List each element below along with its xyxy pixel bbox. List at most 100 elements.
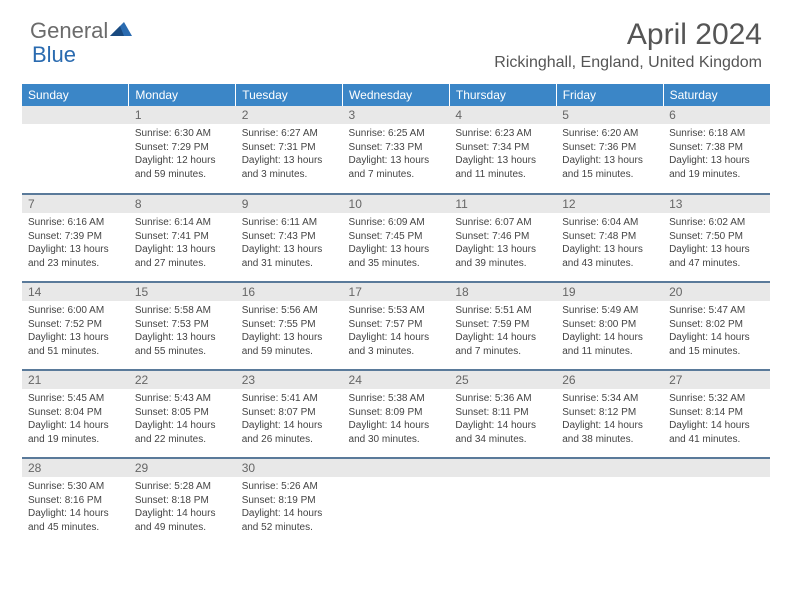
calendar-day-cell: 26Sunrise: 5:34 AMSunset: 8:12 PMDayligh… bbox=[556, 370, 663, 458]
daylight-line: Daylight: 12 hours and 59 minutes. bbox=[135, 154, 230, 181]
calendar-day-cell: 16Sunrise: 5:56 AMSunset: 7:55 PMDayligh… bbox=[236, 282, 343, 370]
day-body: Sunrise: 6:23 AMSunset: 7:34 PMDaylight:… bbox=[449, 124, 556, 184]
sunset-line: Sunset: 8:05 PM bbox=[135, 406, 230, 420]
sunrise-line: Sunrise: 5:47 AM bbox=[669, 304, 764, 318]
sunset-line: Sunset: 7:31 PM bbox=[242, 141, 337, 155]
day-number: 15 bbox=[129, 283, 236, 301]
day-number: 2 bbox=[236, 106, 343, 124]
calendar-day-cell: 2Sunrise: 6:27 AMSunset: 7:31 PMDaylight… bbox=[236, 106, 343, 194]
day-number: 8 bbox=[129, 195, 236, 213]
sunset-line: Sunset: 7:50 PM bbox=[669, 230, 764, 244]
day-number-empty bbox=[449, 459, 556, 477]
calendar-day-cell: 3Sunrise: 6:25 AMSunset: 7:33 PMDaylight… bbox=[343, 106, 450, 194]
calendar-week-row: 28Sunrise: 5:30 AMSunset: 8:16 PMDayligh… bbox=[22, 458, 770, 546]
day-body: Sunrise: 5:58 AMSunset: 7:53 PMDaylight:… bbox=[129, 301, 236, 361]
daylight-line: Daylight: 14 hours and 34 minutes. bbox=[455, 419, 550, 446]
daylight-line: Daylight: 14 hours and 3 minutes. bbox=[349, 331, 444, 358]
calendar-header-row: SundayMondayTuesdayWednesdayThursdayFrid… bbox=[22, 84, 770, 106]
calendar-day-cell: 29Sunrise: 5:28 AMSunset: 8:18 PMDayligh… bbox=[129, 458, 236, 546]
day-number: 19 bbox=[556, 283, 663, 301]
calendar-day-cell: 8Sunrise: 6:14 AMSunset: 7:41 PMDaylight… bbox=[129, 194, 236, 282]
sunrise-line: Sunrise: 5:43 AM bbox=[135, 392, 230, 406]
daylight-line: Daylight: 13 hours and 19 minutes. bbox=[669, 154, 764, 181]
logo-text-blue: Blue bbox=[32, 42, 76, 68]
sunset-line: Sunset: 7:46 PM bbox=[455, 230, 550, 244]
daylight-line: Daylight: 14 hours and 45 minutes. bbox=[28, 507, 123, 534]
logo: General bbox=[30, 18, 134, 44]
day-number: 23 bbox=[236, 371, 343, 389]
day-number: 25 bbox=[449, 371, 556, 389]
day-body-empty bbox=[22, 124, 129, 184]
sunset-line: Sunset: 7:45 PM bbox=[349, 230, 444, 244]
daylight-line: Daylight: 14 hours and 15 minutes. bbox=[669, 331, 764, 358]
daylight-line: Daylight: 13 hours and 59 minutes. bbox=[242, 331, 337, 358]
sunrise-line: Sunrise: 5:53 AM bbox=[349, 304, 444, 318]
calendar-day-cell: 9Sunrise: 6:11 AMSunset: 7:43 PMDaylight… bbox=[236, 194, 343, 282]
calendar-day-cell: 19Sunrise: 5:49 AMSunset: 8:00 PMDayligh… bbox=[556, 282, 663, 370]
day-body: Sunrise: 6:14 AMSunset: 7:41 PMDaylight:… bbox=[129, 213, 236, 273]
calendar-body: 1Sunrise: 6:30 AMSunset: 7:29 PMDaylight… bbox=[22, 106, 770, 546]
daylight-line: Daylight: 13 hours and 15 minutes. bbox=[562, 154, 657, 181]
calendar-day-cell bbox=[449, 458, 556, 546]
day-body: Sunrise: 5:56 AMSunset: 7:55 PMDaylight:… bbox=[236, 301, 343, 361]
calendar-day-cell: 22Sunrise: 5:43 AMSunset: 8:05 PMDayligh… bbox=[129, 370, 236, 458]
sunset-line: Sunset: 7:38 PM bbox=[669, 141, 764, 155]
day-body: Sunrise: 6:18 AMSunset: 7:38 PMDaylight:… bbox=[663, 124, 770, 184]
day-number: 1 bbox=[129, 106, 236, 124]
day-body: Sunrise: 5:41 AMSunset: 8:07 PMDaylight:… bbox=[236, 389, 343, 449]
sunrise-line: Sunrise: 6:00 AM bbox=[28, 304, 123, 318]
day-number: 9 bbox=[236, 195, 343, 213]
weekday-header: Sunday bbox=[22, 84, 129, 106]
logo-text-general: General bbox=[30, 18, 108, 44]
daylight-line: Daylight: 14 hours and 49 minutes. bbox=[135, 507, 230, 534]
day-body: Sunrise: 6:02 AMSunset: 7:50 PMDaylight:… bbox=[663, 213, 770, 273]
daylight-line: Daylight: 14 hours and 7 minutes. bbox=[455, 331, 550, 358]
calendar-day-cell: 30Sunrise: 5:26 AMSunset: 8:19 PMDayligh… bbox=[236, 458, 343, 546]
daylight-line: Daylight: 13 hours and 27 minutes. bbox=[135, 243, 230, 270]
triangle-icon bbox=[110, 20, 132, 43]
sunset-line: Sunset: 7:55 PM bbox=[242, 318, 337, 332]
sunset-line: Sunset: 7:41 PM bbox=[135, 230, 230, 244]
calendar-day-cell: 11Sunrise: 6:07 AMSunset: 7:46 PMDayligh… bbox=[449, 194, 556, 282]
weekday-header: Monday bbox=[129, 84, 236, 106]
calendar-day-cell: 7Sunrise: 6:16 AMSunset: 7:39 PMDaylight… bbox=[22, 194, 129, 282]
day-number-empty bbox=[663, 459, 770, 477]
sunrise-line: Sunrise: 5:38 AM bbox=[349, 392, 444, 406]
sunrise-line: Sunrise: 5:56 AM bbox=[242, 304, 337, 318]
day-number: 20 bbox=[663, 283, 770, 301]
day-number: 21 bbox=[22, 371, 129, 389]
calendar-day-cell: 12Sunrise: 6:04 AMSunset: 7:48 PMDayligh… bbox=[556, 194, 663, 282]
day-body: Sunrise: 5:32 AMSunset: 8:14 PMDaylight:… bbox=[663, 389, 770, 449]
day-body: Sunrise: 6:20 AMSunset: 7:36 PMDaylight:… bbox=[556, 124, 663, 184]
day-body: Sunrise: 5:47 AMSunset: 8:02 PMDaylight:… bbox=[663, 301, 770, 361]
sunset-line: Sunset: 8:18 PM bbox=[135, 494, 230, 508]
daylight-line: Daylight: 13 hours and 3 minutes. bbox=[242, 154, 337, 181]
calendar-day-cell: 6Sunrise: 6:18 AMSunset: 7:38 PMDaylight… bbox=[663, 106, 770, 194]
day-body-empty bbox=[663, 477, 770, 537]
calendar-day-cell bbox=[22, 106, 129, 194]
sunrise-line: Sunrise: 6:25 AM bbox=[349, 127, 444, 141]
title-block: April 2024 Rickinghall, England, United … bbox=[494, 18, 762, 72]
day-number: 12 bbox=[556, 195, 663, 213]
sunrise-line: Sunrise: 5:58 AM bbox=[135, 304, 230, 318]
calendar-day-cell: 5Sunrise: 6:20 AMSunset: 7:36 PMDaylight… bbox=[556, 106, 663, 194]
calendar-week-row: 1Sunrise: 6:30 AMSunset: 7:29 PMDaylight… bbox=[22, 106, 770, 194]
sunset-line: Sunset: 7:48 PM bbox=[562, 230, 657, 244]
sunrise-line: Sunrise: 5:41 AM bbox=[242, 392, 337, 406]
calendar-week-row: 21Sunrise: 5:45 AMSunset: 8:04 PMDayligh… bbox=[22, 370, 770, 458]
day-number: 22 bbox=[129, 371, 236, 389]
day-body-empty bbox=[449, 477, 556, 537]
sunset-line: Sunset: 7:34 PM bbox=[455, 141, 550, 155]
day-number: 17 bbox=[343, 283, 450, 301]
sunset-line: Sunset: 7:33 PM bbox=[349, 141, 444, 155]
month-title: April 2024 bbox=[494, 18, 762, 52]
day-body: Sunrise: 6:16 AMSunset: 7:39 PMDaylight:… bbox=[22, 213, 129, 273]
daylight-line: Daylight: 13 hours and 55 minutes. bbox=[135, 331, 230, 358]
sunset-line: Sunset: 7:43 PM bbox=[242, 230, 337, 244]
day-body: Sunrise: 5:38 AMSunset: 8:09 PMDaylight:… bbox=[343, 389, 450, 449]
day-number: 10 bbox=[343, 195, 450, 213]
sunset-line: Sunset: 7:52 PM bbox=[28, 318, 123, 332]
daylight-line: Daylight: 14 hours and 30 minutes. bbox=[349, 419, 444, 446]
daylight-line: Daylight: 14 hours and 19 minutes. bbox=[28, 419, 123, 446]
day-number: 18 bbox=[449, 283, 556, 301]
